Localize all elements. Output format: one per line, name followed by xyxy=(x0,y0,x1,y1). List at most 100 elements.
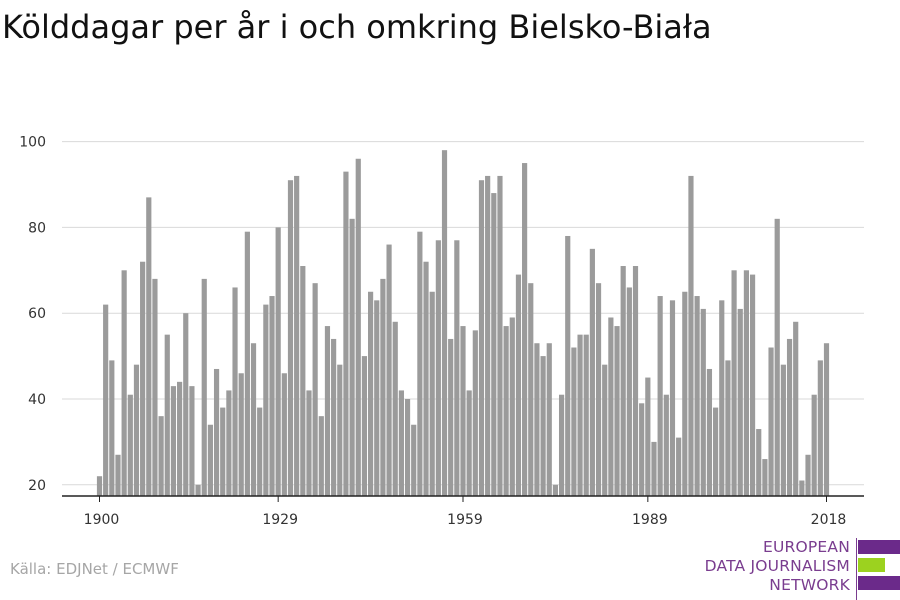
bar xyxy=(565,235,571,497)
bar xyxy=(799,480,805,496)
bar xyxy=(146,197,152,496)
bar xyxy=(805,454,811,496)
bar xyxy=(189,386,195,496)
logo-bar-purple-top xyxy=(858,540,900,554)
bar xyxy=(546,343,552,496)
bar xyxy=(657,296,663,496)
bar xyxy=(460,326,466,496)
bar xyxy=(386,244,392,496)
y-tick-label: 80 xyxy=(28,220,46,236)
bar xyxy=(244,231,250,496)
bar xyxy=(441,150,448,496)
bar xyxy=(602,364,608,496)
bar xyxy=(318,416,324,496)
bar xyxy=(768,347,774,496)
bar xyxy=(263,304,269,496)
logo-line-2: DATA JOURNALISM xyxy=(704,557,850,575)
bar xyxy=(762,459,768,496)
bar xyxy=(823,343,830,496)
x-tick-label: 1900 xyxy=(84,512,120,528)
bar xyxy=(472,330,478,496)
bar xyxy=(158,416,164,496)
bar xyxy=(380,278,386,496)
bar xyxy=(404,399,411,496)
bar xyxy=(226,390,232,496)
bar xyxy=(343,171,349,496)
y-tick-label: 60 xyxy=(28,306,46,322)
bar xyxy=(435,240,441,496)
x-tick-label: 1959 xyxy=(447,512,483,528)
bar xyxy=(749,274,756,496)
bar xyxy=(534,343,540,496)
bar xyxy=(287,180,294,496)
bar xyxy=(466,390,472,496)
bar xyxy=(558,394,565,496)
logo-text: EUROPEAN DATA JOURNALISM NETWORK xyxy=(705,538,850,595)
bar-chart: 20 40 60 80 100 1900 1929 1959 1989 2018 xyxy=(19,135,864,528)
bar xyxy=(103,304,109,496)
bar xyxy=(281,373,287,496)
bar xyxy=(719,300,725,496)
bar xyxy=(571,347,577,496)
bar xyxy=(780,364,786,496)
bar xyxy=(324,326,331,496)
bar xyxy=(620,266,626,496)
logo-line-3: NETWORK xyxy=(769,576,850,594)
bar xyxy=(429,291,435,496)
bar xyxy=(645,377,651,496)
bar xyxy=(756,429,762,496)
bar xyxy=(694,296,700,496)
bar xyxy=(478,180,485,496)
bar xyxy=(651,441,657,496)
bar xyxy=(608,317,614,496)
bar xyxy=(232,287,238,496)
bar xyxy=(725,360,731,496)
bar xyxy=(743,270,749,496)
bar xyxy=(121,270,127,496)
logo-line-1: EUROPEAN xyxy=(762,538,850,556)
bar xyxy=(706,368,713,496)
bar xyxy=(183,313,189,496)
bar xyxy=(589,248,595,496)
logo-divider xyxy=(856,538,857,600)
bar xyxy=(127,394,133,496)
bar xyxy=(688,175,694,497)
edjnet-logo[interactable]: EUROPEAN DATA JOURNALISM NETWORK xyxy=(700,538,900,600)
bar xyxy=(552,484,559,496)
x-axis: 1900 1929 1959 1989 2018 xyxy=(62,495,864,528)
logo-bar-purple-bottom xyxy=(858,576,900,590)
bar xyxy=(355,158,361,496)
bar xyxy=(713,407,719,496)
bar xyxy=(152,278,158,496)
bar xyxy=(793,321,799,496)
bar xyxy=(250,343,257,496)
x-tick-label: 1989 xyxy=(632,512,668,528)
bar xyxy=(522,163,528,497)
x-tick-label: 1929 xyxy=(262,512,298,528)
bar xyxy=(577,334,583,496)
bar xyxy=(786,338,793,496)
chart-title: Kölddagar per år i och omkring Bielsko-B… xyxy=(2,8,712,46)
bar xyxy=(349,218,355,496)
bar xyxy=(164,334,170,496)
bar xyxy=(503,326,509,496)
bar xyxy=(312,283,318,496)
bar xyxy=(294,175,300,497)
bar xyxy=(195,484,201,496)
bar xyxy=(368,291,374,496)
bar xyxy=(676,437,682,496)
bar xyxy=(207,424,213,496)
bar xyxy=(485,175,491,497)
y-tick-label: 20 xyxy=(28,478,46,494)
bar xyxy=(583,334,589,496)
bar xyxy=(817,360,823,496)
bar xyxy=(213,368,220,496)
bar xyxy=(423,261,429,496)
bar xyxy=(109,360,115,496)
y-axis-labels: 20 40 60 80 100 xyxy=(19,135,46,494)
bar xyxy=(540,356,546,496)
bar xyxy=(509,317,515,496)
bar xyxy=(275,227,281,496)
bar xyxy=(238,373,244,496)
bar xyxy=(361,356,368,496)
